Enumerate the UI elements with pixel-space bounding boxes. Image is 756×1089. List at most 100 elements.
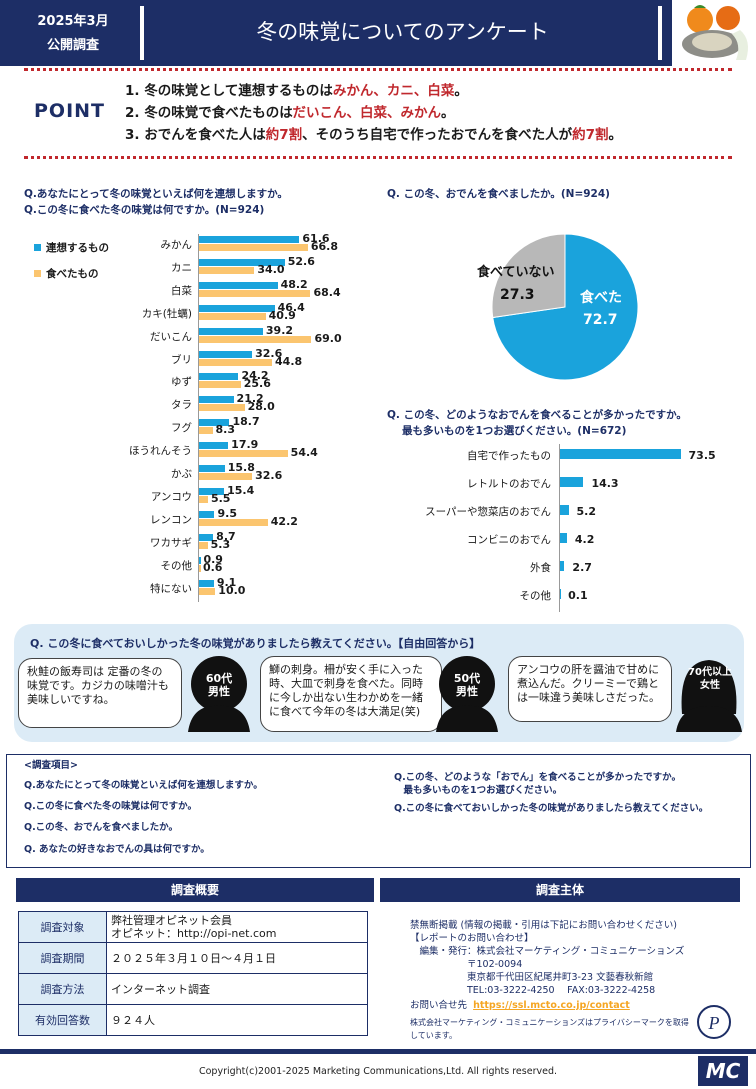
point-number: 3. [125,127,140,143]
bar [199,487,225,495]
survey-item: Q.この冬に食べた冬の味覚は何ですか。 [24,801,197,812]
data-label: 17.9 [231,438,259,452]
point-highlight: だいこん、白菜、みかん [292,105,441,121]
legend-item: 連想するもの [34,240,109,255]
bar [199,312,266,320]
bar [199,564,201,572]
summary-value: ９２４人 [106,1004,368,1036]
survey-item: 最も多いものを1つお選びください。 [394,785,563,796]
date-line: 2025年3月 [37,14,109,29]
key-point: 1. 冬の味覚として連想するものはみかん、カニ、白菜。 [125,80,622,102]
chart-axis [559,444,560,612]
category-label: みかん [160,239,193,251]
category-label: アンコウ [150,490,192,503]
data-label: 15.4 [227,483,255,497]
bar [199,495,208,503]
data-label: 32.6 [255,469,283,482]
chart-axis [198,234,199,603]
divider [24,156,732,159]
date-sub-line: 公開調査 [46,38,99,53]
category-label: 自宅で作ったもの [467,450,551,462]
data-label: 40.9 [268,308,296,322]
point-text: 冬の味覚で食べたものは [144,105,293,121]
category-label: 外食 [530,562,551,574]
pie-slice-value: 27.3 [500,287,535,303]
respondent-gender: 男性 [456,685,478,698]
bar [199,450,288,458]
survey-item: Q.この冬、おでんを食べましたか。 [24,822,178,833]
data-label: 39.2 [265,323,294,337]
data-label: 68.4 [313,285,341,299]
legend-label: 食べたもの [46,268,99,280]
point-highlight: 約7割 [265,127,303,143]
question-text: Q. この冬、おでんを食べましたか。(N=924) [387,188,610,200]
summary-key: 調査対象 [18,911,107,943]
table-row: 有効回答数 ９２４人 [18,1004,368,1036]
data-label: 34.0 [257,262,285,276]
data-label: 2.7 [572,561,592,574]
bar [560,533,567,543]
bar [560,449,681,459]
person-silhouette-icon [676,660,742,732]
data-label: 9.1 [216,575,237,589]
bar [199,381,241,389]
person-silhouette-icon [188,656,250,732]
respondent-label: 70代以上 女性 [684,666,736,692]
data-label: 9.5 [217,506,237,520]
comment-bubble: アンコウの肝を醤油で甘めに煮込んだ。クリーミーで鶏とは一味違う美味しさだった。 [508,656,672,722]
pie-slice-value: 72.7 [583,312,618,328]
summary-value: インターネット調査 [106,973,368,1005]
category-label: コンビニのおでん [467,534,551,546]
bar [199,556,201,564]
data-label: 66.8 [310,240,339,253]
data-label: 46.4 [277,300,305,314]
contact-link[interactable]: https://ssl.mcto.co.jp/contact [473,1000,630,1011]
data-label: 15.8 [227,461,255,474]
category-label: ゆず [171,376,192,389]
bar [199,533,214,541]
bar [199,244,308,251]
survey-item: Q.この冬に食べておいしかった冬の味覚がありましたら教えてください。 [394,803,709,814]
table-row: 調査対象 弊社管理オピネット会員 オピネット：http://opi-net.com [18,911,368,943]
oden-pie-chart [491,233,639,381]
respondent-age: 50代 [453,672,481,685]
data-label: 5.2 [576,505,597,518]
legend-swatch [34,270,41,277]
data-label: 18.7 [232,415,260,429]
bar [199,304,275,312]
category-label: ほうれんそう [129,445,192,458]
pie-slice-label: 食べた [580,290,622,306]
data-label: 8.7 [216,529,236,543]
data-label: 69.0 [314,331,342,345]
summary-key: 調査方法 [18,973,107,1005]
winter-food-illustration-icon [672,0,756,66]
bar [199,419,230,427]
bar [199,442,229,450]
key-point: 3. おでんを食べた人は約7割、そのうち自宅で作ったおでんを食べた人が約7割。 [125,124,622,146]
category-label: スーパーや惣菜店のおでん [425,506,551,518]
publish-date: 2025年3月 公開調査 [18,10,128,58]
point-text: 。 [608,127,623,143]
pie-slice [491,233,566,319]
data-label: 48.2 [280,277,308,291]
summary-value: 弊社管理オピネット会員 オピネット：http://opi-net.com [106,911,368,943]
key-points: 1. 冬の味覚として連想するものはみかん、カニ、白菜。 2. 冬の味覚で食べたも… [125,80,622,146]
summary-value-line: 弊社管理オピネット会員 [111,914,232,927]
sponsor-line: 【レポートのお問い合わせ】 [410,933,534,944]
question-text: Q. この冬、どのようなおでんを食べることが多かったですか。 [387,409,687,421]
bar [199,358,273,366]
bar [199,427,213,435]
bar [199,327,263,335]
table-row: 調査方法 インターネット調査 [18,973,368,1005]
bar [199,281,278,289]
point-highlight: みかん、カニ、白菜 [332,83,455,99]
category-label: 特にない [150,582,192,595]
header-banner [0,0,756,66]
point-text: 、そのうち自宅で作ったおでんを食べた人が [302,127,573,143]
respondent-label: 50代 男性 [440,672,494,698]
footer-divider [0,1049,756,1054]
bar [199,350,253,358]
data-label: 44.8 [275,354,303,368]
bar [199,465,225,472]
free-answer-question: Q. この冬に食べておいしかった冬の味覚がありましたら教えてください。【自由回答… [30,637,481,650]
